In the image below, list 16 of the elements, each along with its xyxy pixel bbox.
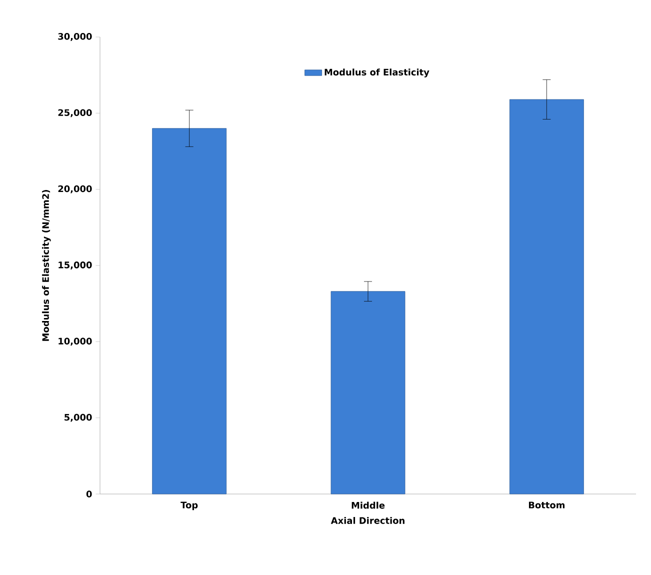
y-tick-label: 15,000: [58, 262, 92, 270]
y-tick-label: 0: [86, 490, 92, 498]
x-axis-title: Axial Direction: [330, 517, 404, 524]
y-axis-title: Modulus of Elasticity (N/mm2): [42, 190, 51, 341]
y-tick-label: 5,000: [64, 414, 92, 422]
bar: [509, 99, 584, 494]
x-tick-label: Bottom: [528, 502, 564, 508]
legend-label: Modulus of Elasticity: [324, 68, 430, 78]
y-tick-label: 20,000: [58, 185, 92, 194]
y-tick-label: 30,000: [58, 33, 92, 41]
bar: [330, 291, 406, 494]
x-tick-label: Top: [180, 502, 198, 510]
y-tick-label: 25,000: [58, 109, 92, 118]
x-tick-label: Middle: [352, 502, 385, 509]
y-tick-label: 10,000: [58, 338, 92, 346]
bar: [152, 128, 227, 494]
